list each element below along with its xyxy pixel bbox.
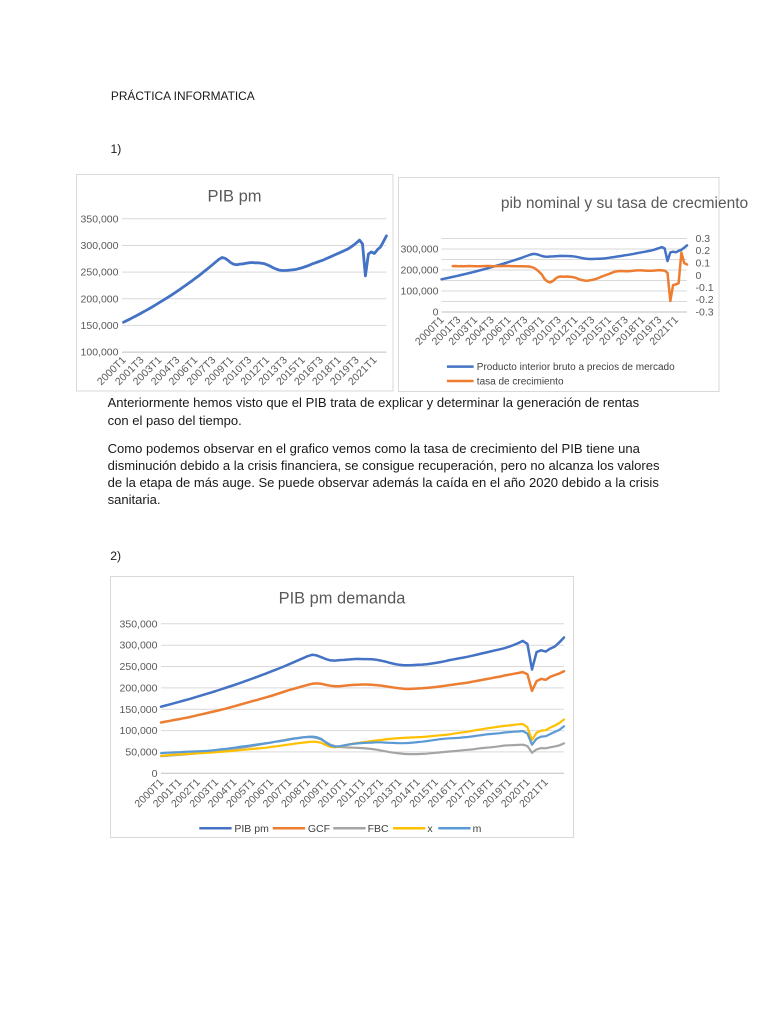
svg-text:PIB pm: PIB pm	[234, 823, 269, 835]
svg-text:-0.1: -0.1	[696, 282, 714, 294]
svg-text:150,000: 150,000	[81, 320, 119, 332]
svg-text:100,000: 100,000	[120, 725, 158, 737]
svg-text:250,000: 250,000	[81, 267, 119, 279]
svg-text:0.2: 0.2	[696, 245, 711, 257]
svg-text:m: m	[473, 823, 482, 835]
svg-text:pib nominal y su tasa de crecm: pib nominal y su tasa de crecmiento	[501, 195, 748, 212]
svg-text:PIB pm demanda: PIB pm demanda	[279, 590, 407, 608]
svg-text:GCF: GCF	[308, 823, 330, 835]
svg-text:0: 0	[152, 768, 158, 780]
svg-text:250,000: 250,000	[120, 661, 158, 673]
svg-text:0: 0	[433, 307, 439, 319]
svg-text:-0.2: -0.2	[696, 294, 714, 306]
svg-text:FBC: FBC	[368, 823, 389, 835]
svg-text:200,000: 200,000	[401, 265, 439, 277]
svg-text:0.1: 0.1	[696, 258, 711, 270]
svg-text:Producto interior bruto a prec: Producto interior bruto a precios de mer…	[477, 362, 675, 373]
svg-text:tasa de crecimiento: tasa de crecimiento	[477, 377, 564, 388]
svg-text:-0.3: -0.3	[696, 307, 714, 319]
svg-text:150,000: 150,000	[120, 704, 158, 716]
svg-text:200,000: 200,000	[81, 293, 119, 305]
svg-text:x: x	[427, 823, 433, 835]
svg-text:100,000: 100,000	[81, 347, 119, 359]
svg-text:300,000: 300,000	[401, 244, 439, 256]
svg-text:350,000: 350,000	[120, 618, 158, 630]
svg-text:50,000: 50,000	[125, 746, 157, 758]
svg-text:0: 0	[696, 270, 702, 282]
svg-text:300,000: 300,000	[81, 240, 119, 252]
svg-text:350,000: 350,000	[81, 213, 119, 225]
svg-text:PIB pm: PIB pm	[207, 188, 261, 206]
svg-text:0.3: 0.3	[696, 233, 711, 245]
svg-text:100,000: 100,000	[401, 286, 439, 298]
svg-text:300,000: 300,000	[120, 640, 158, 652]
svg-text:200,000: 200,000	[120, 682, 158, 694]
